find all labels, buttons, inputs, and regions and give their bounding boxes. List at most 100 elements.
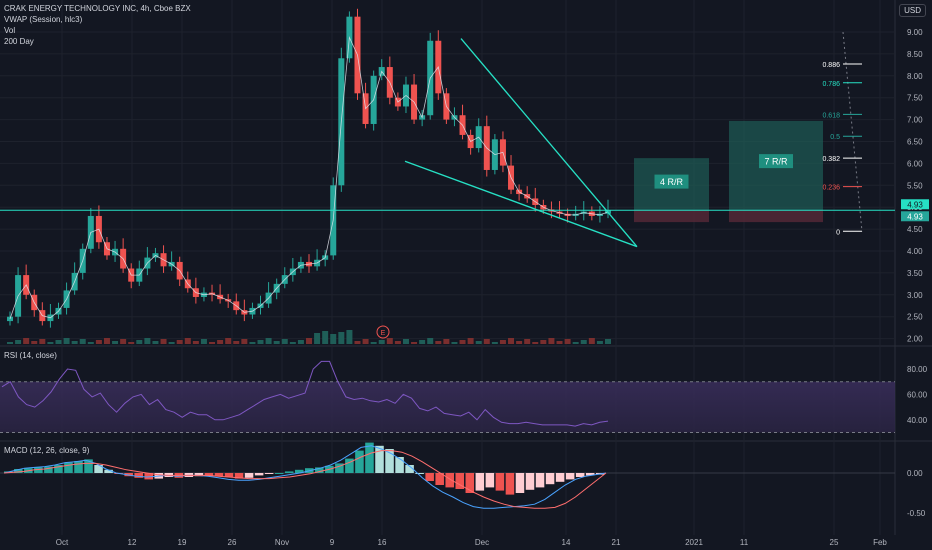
macd-histogram-bar [44, 466, 53, 473]
rsi-tick-label: 80.00 [907, 365, 928, 374]
macd-histogram-bar [485, 473, 495, 488]
fib-level-label: 0.236 [822, 185, 840, 192]
volume-bar [394, 341, 401, 344]
macd-histogram-bar [385, 449, 394, 473]
volume-bar [572, 342, 579, 344]
volume-bar [87, 342, 94, 344]
rr-loss-zone [634, 210, 709, 223]
vwap-line [9, 35, 609, 320]
volume-bar [596, 341, 603, 344]
price-tick-label: 4.50 [907, 225, 923, 234]
macd-histogram-bar [64, 462, 73, 473]
signal-line [3, 450, 607, 509]
last-price-label: 4.93 [907, 200, 923, 209]
volume-bar [120, 339, 127, 344]
macd-histogram-bar [525, 473, 535, 490]
grid [0, 0, 932, 535]
time-tick-label: 14 [562, 538, 571, 547]
volume-bar [136, 340, 143, 344]
macd-histogram-bar [284, 471, 294, 473]
volume-bar [200, 339, 207, 344]
price-tick-label: 9.00 [907, 28, 923, 37]
macd-histogram-bar [555, 473, 565, 482]
candles [7, 8, 611, 328]
volume-bar [71, 341, 78, 344]
volume-bar [556, 341, 563, 344]
macd-histogram-bar [335, 463, 344, 473]
price-tick-label: 2.00 [907, 335, 923, 344]
volume-bar [370, 342, 377, 344]
macd-histogram-bar [545, 473, 555, 485]
time-tick-label: Oct [56, 538, 69, 547]
time-tick-label: 26 [228, 538, 237, 547]
macd-histogram-bar [204, 473, 214, 477]
volume-bar [467, 338, 474, 344]
time-tick-label: 21 [612, 538, 621, 547]
volume-bar [297, 340, 304, 344]
macd-histogram-bar [445, 473, 454, 488]
macd-histogram-bar [465, 473, 475, 493]
macd-histogram-bar [74, 461, 83, 473]
rr-label-box [654, 174, 689, 189]
time-tick-label: 19 [178, 538, 187, 547]
volume-bar [160, 339, 167, 344]
price-tick-label: 7.50 [907, 94, 923, 103]
volume-bar [459, 340, 466, 344]
fib-level-label: 0 [836, 229, 840, 236]
wedge-upper-line [460, 38, 638, 248]
volume-bar [273, 341, 280, 344]
price-axis[interactable]: 9.008.508.007.507.006.506.005.505.004.50… [901, 28, 929, 518]
vwap-line [9, 35, 609, 320]
last-price-tag [901, 199, 929, 210]
rr-label: 7 R/R [764, 157, 788, 167]
volume-bar [427, 338, 434, 344]
macd-histogram-bar [144, 473, 153, 480]
macd-histogram-bar [94, 465, 103, 473]
macd-histogram-bar [84, 459, 93, 473]
currency-button[interactable]: USD [899, 4, 926, 17]
indicator-vol[interactable]: Vol [4, 26, 16, 35]
volume-bar [540, 340, 547, 344]
volume-bar [411, 342, 418, 344]
volume-bar [451, 342, 458, 344]
fib-trend-line [842, 31, 863, 232]
price-tick-label: 8.50 [907, 50, 923, 59]
fib-level-label: 0.382 [822, 156, 840, 163]
macd-tick-label: -0.50 [907, 509, 926, 518]
fib-level-label: 0.618 [822, 112, 840, 119]
macd-histogram-bar [415, 473, 424, 474]
rsi-label[interactable]: RSI (14, close) [4, 351, 57, 360]
volume-bar [7, 342, 13, 344]
rsi-band [0, 381, 895, 433]
price-tick-label: 8.00 [907, 72, 923, 81]
time-tick-label: 9 [330, 538, 335, 547]
volume-bars: E [7, 325, 611, 344]
time-tick-label: Feb [873, 538, 887, 547]
last-price-tag [901, 211, 929, 222]
volume-bar [508, 338, 515, 344]
fib-levels: 0.886 0.786 0.618 0.5 0.382 0.236 0 [822, 31, 863, 236]
volume-bar [265, 338, 272, 344]
price-tick-label: 3.50 [907, 269, 923, 278]
volume-bar [524, 339, 531, 344]
volume-bar [386, 338, 393, 344]
macd-histogram-bar [315, 467, 324, 473]
volume-bar [499, 340, 506, 344]
time-tick-label: 25 [830, 538, 839, 547]
legend: CRAK ENERGY TECHNOLOGY INC, 4h, Cboe BZX… [4, 3, 191, 47]
indicator-200day[interactable]: 200 Day [4, 37, 34, 46]
macd-histogram-bar [495, 473, 505, 491]
macd-label[interactable]: MACD (12, 26, close, 9) [4, 446, 90, 455]
symbol-title[interactable]: CRAK ENERGY TECHNOLOGY INC, 4h, Cboe BZX [4, 4, 191, 13]
volume-bar [103, 338, 110, 344]
volume-bar [362, 339, 369, 344]
macd-histogram-bar [395, 457, 404, 473]
time-axis[interactable]: Oct 12 19 26 Nov 9 16 Dec 14 21 2021 11 25 Feb [56, 538, 888, 547]
fib-level-label: 0.786 [822, 81, 840, 88]
fib-level-label: 0.886 [822, 62, 840, 69]
indicator-vwap[interactable]: VWAP (Session, hlc3) [4, 15, 83, 24]
volume-bar [483, 339, 490, 344]
macd-histogram-bar [425, 473, 434, 481]
volume-bar [354, 341, 361, 344]
